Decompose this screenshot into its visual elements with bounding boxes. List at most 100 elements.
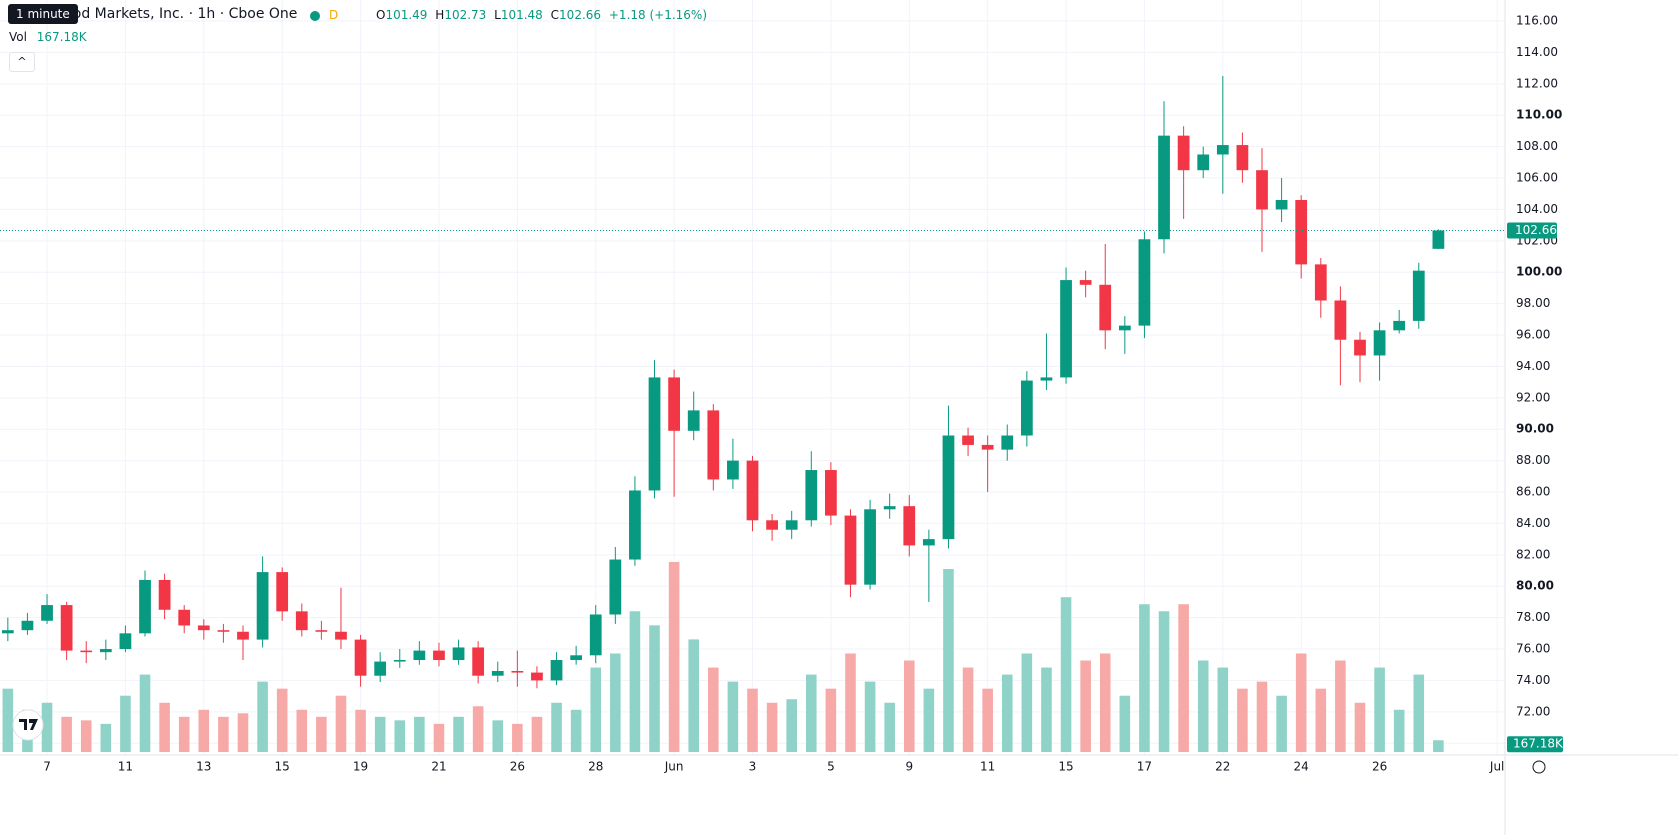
volume-bar [1433, 740, 1444, 752]
y-tick-label: 86.00 [1516, 485, 1550, 499]
volume-bar [1354, 702, 1366, 752]
volume-bar [2, 688, 14, 752]
volume-bar [1080, 660, 1091, 752]
candle-body [727, 460, 739, 480]
volume-bar [1060, 597, 1072, 752]
volume-bar [884, 702, 895, 752]
candle-body [1334, 300, 1347, 340]
volume-bar [962, 667, 974, 752]
candle-body [413, 650, 426, 661]
candle-body [393, 660, 406, 662]
high-label: H [435, 8, 445, 22]
volume-bar [923, 688, 935, 752]
ohlc-legend: O101.49 H102.73 L101.48 C102.66 +1.18 (+… [376, 8, 711, 22]
volume-bar [1276, 695, 1287, 752]
candle-body [80, 650, 93, 653]
x-tick-label: Jun [664, 760, 684, 774]
y-tick-label: 94.00 [1516, 359, 1550, 373]
volume-bar [1119, 695, 1131, 752]
volume-legend: Vol 167.18K [9, 30, 87, 44]
candle-body [1118, 325, 1131, 331]
volume-bar [41, 702, 53, 752]
volume-bar [825, 688, 837, 752]
candle-body [746, 460, 759, 521]
x-tick-label: 22 [1215, 760, 1230, 774]
candle-body [550, 660, 563, 681]
volume-bar [845, 653, 856, 752]
candle-body [139, 579, 151, 634]
interval-tooltip: 1 minute [8, 4, 78, 24]
volume-bar [1139, 604, 1150, 752]
logo-glyph [19, 719, 38, 730]
candle-body [237, 631, 249, 640]
x-tick-label: 5 [827, 760, 835, 774]
close-label: C [550, 8, 560, 22]
x-tick-label: Jul [1489, 760, 1504, 774]
x-tick-label: 13 [196, 760, 211, 774]
volume-bar [668, 562, 680, 752]
candle-body [766, 520, 778, 530]
candle-body [629, 490, 641, 560]
volume-bar [1315, 688, 1327, 752]
x-tick-label: 17 [1137, 760, 1152, 774]
candle-body [785, 520, 798, 530]
y-tick-label: 112.00 [1516, 76, 1558, 90]
x-tick-label: 3 [749, 760, 757, 774]
volume-bar [1178, 604, 1189, 752]
y-tick-label: 80.00 [1516, 579, 1554, 593]
volume-bar [1001, 674, 1013, 752]
candle-body [648, 377, 661, 491]
exchange-flag: D [329, 8, 339, 22]
high-value: 102.73 [444, 8, 487, 22]
candle-body [707, 410, 720, 480]
symbol-title[interactable]: Robinhood Markets, Inc. · 1h · Cboe One [16, 6, 298, 22]
candle-body [1236, 145, 1249, 171]
candle-body [1393, 320, 1406, 331]
volume-bar [453, 716, 464, 752]
volume-bar [100, 723, 112, 752]
volume-bar [492, 720, 504, 752]
open-label: O [376, 8, 386, 22]
volume-bar [374, 716, 386, 752]
low-value: 101.48 [500, 8, 543, 22]
candle-body [21, 620, 34, 631]
volume-bar [257, 681, 268, 752]
x-tick-label: 15 [275, 760, 290, 774]
candle-body [119, 633, 132, 650]
last-volume-label: 167.18K [1513, 737, 1564, 751]
candle-body [589, 614, 602, 656]
volume-bar [218, 716, 229, 752]
candle-body [1040, 377, 1053, 381]
candle-body [903, 506, 916, 546]
volume-bar [1413, 674, 1425, 752]
volume-bar [1041, 667, 1052, 752]
y-tick-label: 72.00 [1516, 704, 1550, 718]
y-tick-label: 92.00 [1516, 390, 1550, 404]
y-tick-label: 110.00 [1516, 108, 1562, 122]
volume-bar [1256, 681, 1268, 752]
volume-bar [276, 688, 288, 752]
candle-body [1138, 239, 1151, 326]
candle-body [452, 647, 465, 661]
y-tick-label: 100.00 [1516, 265, 1562, 279]
volume-bar [178, 716, 190, 752]
y-tick-label: 108.00 [1516, 139, 1558, 153]
y-tick-label: 82.00 [1516, 547, 1550, 561]
last-volume-tag [1507, 736, 1563, 753]
y-tick-label: 96.00 [1516, 328, 1550, 342]
x-tick-label: 19 [353, 760, 368, 774]
open-value: 101.49 [385, 8, 428, 22]
x-tick-label: 7 [43, 760, 51, 774]
volume-bar [786, 699, 797, 752]
collapse-button[interactable]: ^ [9, 52, 35, 72]
candle-body [1001, 435, 1014, 450]
candle-body [1099, 284, 1112, 331]
y-tick-label: 78.00 [1516, 610, 1550, 624]
y-tick-label: 76.00 [1516, 642, 1550, 656]
volume-bar [747, 688, 758, 752]
volume-bar [198, 709, 210, 752]
volume-bar [335, 695, 347, 752]
volume-bar [296, 709, 308, 752]
y-tick-label: 106.00 [1516, 171, 1558, 185]
close-value: 102.66 [559, 8, 602, 22]
